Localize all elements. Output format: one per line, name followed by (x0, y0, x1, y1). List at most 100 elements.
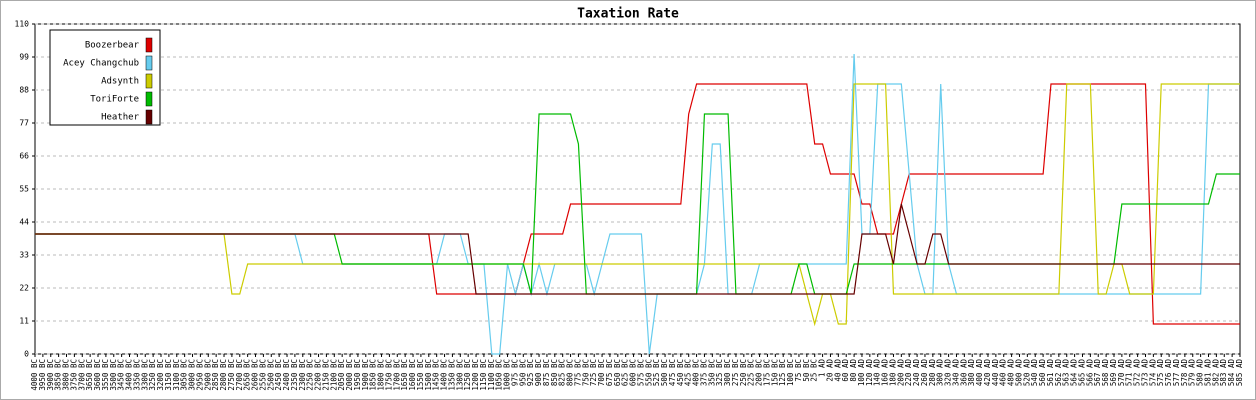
x-tick-label: 160 AD (881, 359, 890, 387)
legend-swatch (145, 91, 153, 107)
series-line (35, 203, 1240, 295)
x-tick-label: 2150 BC (321, 359, 330, 391)
x-tick-label: 2250 BC (306, 359, 315, 391)
x-tick-label: 1700 BC (392, 359, 401, 391)
x-tick-label: 950 BC (518, 359, 527, 386)
x-tick-label: 570 AD (1117, 359, 1126, 387)
x-tick-label: 585 AD (1235, 359, 1244, 387)
x-tick-label: 3250 BC (148, 359, 157, 391)
x-tick-label: 900 BC (534, 359, 543, 386)
x-tick-label: 320 AD (944, 359, 953, 387)
x-tick-label: 400 AD (975, 359, 984, 387)
x-tick-label: 567 AD (1093, 359, 1102, 387)
x-tick-label: 425 BC (684, 359, 693, 386)
x-tick-label: 100 AD (857, 359, 866, 387)
x-tick-label: 440 AD (991, 359, 1000, 387)
x-tick-label: 3150 BC (164, 359, 173, 391)
x-tick-label: 380 AD (967, 359, 976, 387)
x-tick-label: 1500 BC (424, 359, 433, 391)
x-tick-label: 275 BC (731, 359, 740, 386)
x-tick-label: 2100 BC (329, 359, 338, 391)
x-tick-label: 375 BC (699, 359, 708, 386)
x-tick-label: 563 AD (1062, 359, 1071, 387)
x-tick-label: 280 AD (928, 359, 937, 387)
x-tick-label: 825 BC (558, 359, 567, 386)
x-tick-label: 2300 BC (298, 359, 307, 391)
x-tick-label: 175 BC (762, 359, 771, 386)
x-tick-label: 575 BC (636, 359, 645, 386)
x-tick-label: 2500 BC (266, 359, 275, 391)
x-tick-label: 525 BC (652, 359, 661, 386)
x-tick-label: 3600 BC (93, 359, 102, 391)
y-tick-label: 22 (19, 284, 29, 293)
x-tick-label: 3750 BC (69, 359, 78, 391)
x-tick-label: 600 BC (629, 359, 638, 386)
x-tick-label: 1600 BC (408, 359, 417, 391)
series-line (35, 83, 1240, 327)
x-tick-label: 220 AD (904, 359, 913, 387)
x-tick-label: 569 AD (1109, 359, 1118, 387)
y-tick-label: 110 (15, 20, 30, 29)
x-tick-label: 1100 BC (487, 359, 496, 391)
x-tick-label: 420 AD (983, 359, 992, 387)
x-tick-label: 3850 BC (54, 359, 63, 391)
x-tick-label: 1300 BC (455, 359, 464, 391)
x-tick-label: 1400 BC (440, 359, 449, 391)
x-tick-label: 450 BC (676, 359, 685, 386)
x-tick-label: 3050 BC (180, 359, 189, 391)
x-tick-label: 500 AD (1014, 359, 1023, 387)
x-tick-label: 3000 BC (188, 359, 197, 391)
legend-box (49, 29, 161, 126)
x-tick-label: 550 BC (644, 359, 653, 386)
x-tick-label: 750 BC (581, 359, 590, 386)
x-tick-label: 578 AD (1180, 359, 1189, 387)
legend-label: Boozerbear (85, 41, 140, 51)
x-tick-label: 2400 BC (282, 359, 291, 391)
x-tick-label: 1550 BC (416, 359, 425, 391)
x-tick-label: 1900 BC (361, 359, 370, 391)
x-tick-label: 1800 BC (377, 359, 386, 391)
x-tick-label: 925 BC (526, 359, 535, 386)
x-tick-label: 300 AD (936, 359, 945, 387)
x-tick-label: 20 AD (825, 359, 834, 382)
x-tick-label: 500 BC (660, 359, 669, 386)
x-tick-label: 3350 BC (132, 359, 141, 391)
x-tick-label: 520 AD (1022, 359, 1031, 387)
legend-swatch (145, 109, 153, 125)
y-tick-label: 0 (24, 350, 29, 359)
y-tick-label: 33 (19, 251, 29, 260)
y-tick-label: 66 (19, 152, 29, 161)
x-tick-label: 2950 BC (195, 359, 204, 391)
x-tick-label: 700 BC (597, 359, 606, 386)
x-tick-label: 480 AD (1007, 359, 1016, 387)
x-tick-label: 225 BC (747, 359, 756, 386)
x-tick-label: 582 AD (1211, 359, 1220, 387)
x-tick-label: 3300 BC (140, 359, 149, 391)
x-tick-label: 800 BC (566, 359, 575, 386)
x-tick-label: 3400 BC (125, 359, 134, 391)
x-tick-label: 300 BC (723, 359, 732, 386)
legend-label: Heather (101, 113, 140, 123)
x-tick-label: 568 AD (1101, 359, 1110, 387)
y-tick-label: 77 (19, 119, 29, 128)
x-tick-label: 850 BC (550, 359, 559, 386)
y-tick-label: 55 (19, 185, 29, 194)
x-tick-label: 775 BC (573, 359, 582, 386)
x-tick-label: 575 AD (1156, 359, 1165, 387)
x-tick-label: 579 AD (1188, 359, 1197, 387)
x-tick-label: 1 AD (818, 359, 827, 378)
legend-swatch (145, 37, 153, 53)
y-tick-label: 44 (19, 218, 29, 227)
legend-label: Adsynth (101, 77, 139, 87)
x-tick-label: 250 BC (739, 359, 748, 386)
x-tick-label: 574 AD (1148, 359, 1157, 387)
x-tick-label: 200 AD (896, 359, 905, 387)
x-tick-label: 50 BC (802, 359, 811, 382)
x-tick-label: 564 AD (1070, 359, 1079, 387)
x-tick-label: 875 BC (542, 359, 551, 386)
x-tick-label: 584 AD (1227, 359, 1236, 387)
x-tick-label: 40 AD (833, 359, 842, 382)
x-tick-label: 1050 BC (495, 359, 504, 391)
x-tick-label: 562 AD (1054, 359, 1063, 387)
y-tick-label: 99 (19, 53, 29, 62)
